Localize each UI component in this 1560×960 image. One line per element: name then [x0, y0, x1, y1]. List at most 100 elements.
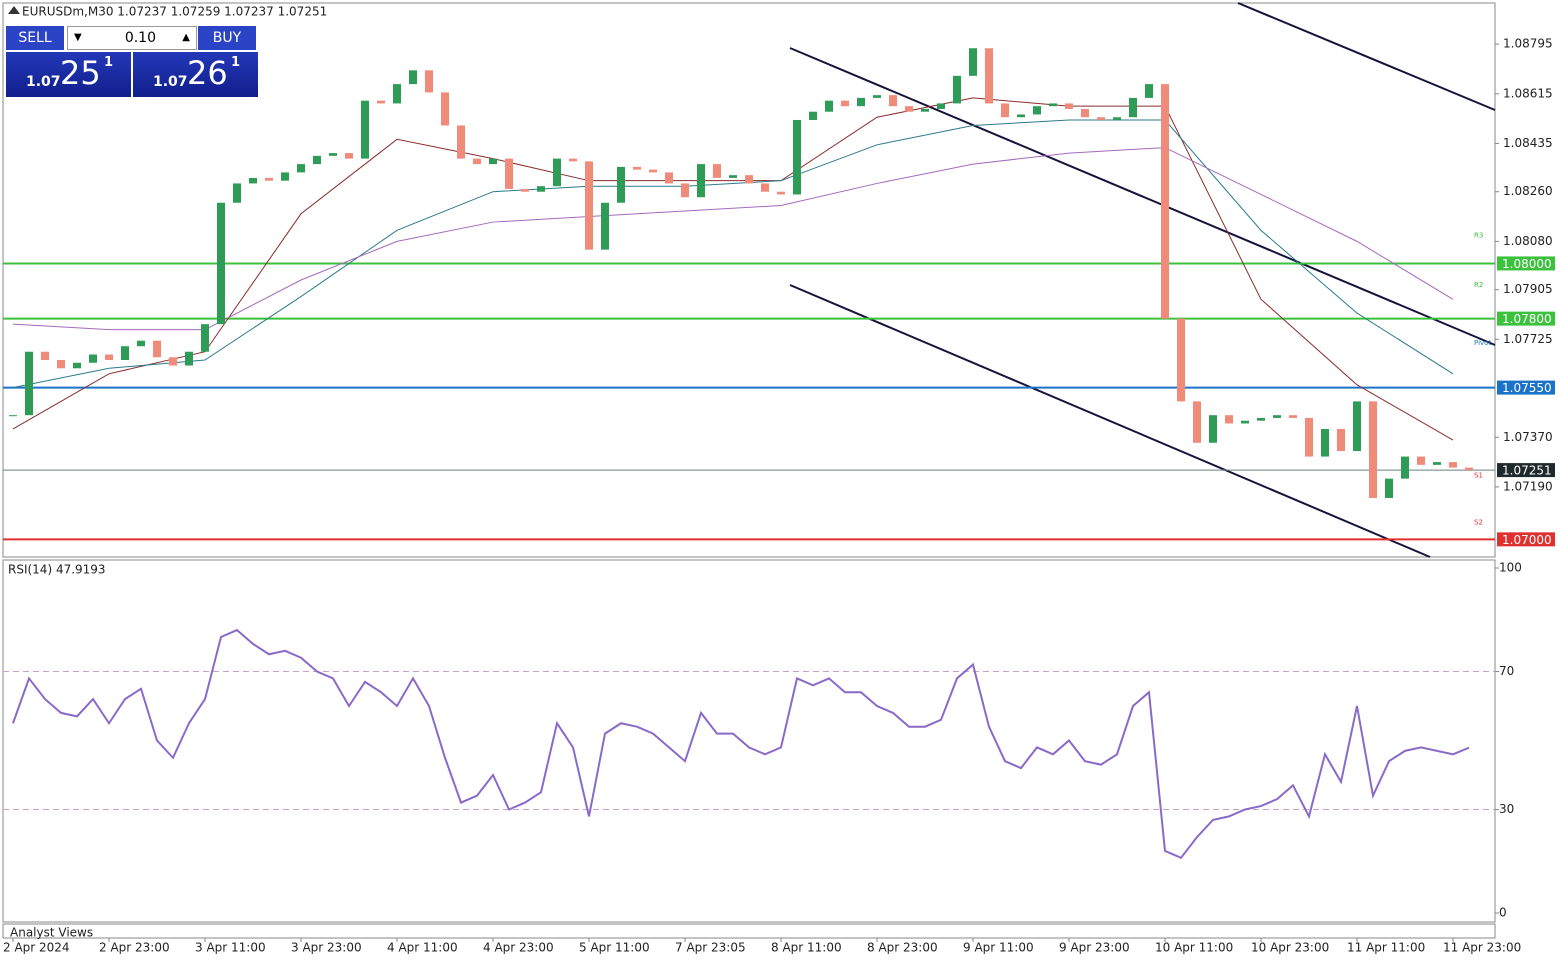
y-tick-label: 1.07905 [1503, 282, 1553, 296]
analyst-frame [2, 923, 1496, 939]
candle [601, 202, 609, 250]
candle [505, 158, 513, 189]
sell-price[interactable]: 1.07 25 1 [6, 52, 131, 97]
candle [345, 153, 353, 159]
candle [681, 183, 689, 198]
y-tick-label: 1.08435 [1503, 136, 1553, 150]
y-tick-label: 1.07190 [1503, 479, 1553, 493]
candle [1417, 456, 1425, 465]
rsi-title: RSI(14) 47.9193 [8, 563, 106, 577]
level-label: 1.08000 [1502, 257, 1552, 271]
pivot-label: S2 [1474, 518, 1483, 526]
candle [1145, 84, 1153, 98]
level-tag [1497, 256, 1555, 271]
x-tick-label: 5 Apr 11:00 [579, 941, 650, 955]
x-tick-label: 2 Apr 2024 [3, 941, 70, 955]
candle [265, 177, 273, 181]
buy-price[interactable]: 1.07 26 1 [133, 52, 258, 97]
y-tick-label: 1.08080 [1503, 234, 1553, 248]
y-tick-label: 30 [1499, 802, 1514, 816]
candle [985, 48, 993, 104]
candle [713, 164, 721, 178]
pivot-label: R2 [1474, 281, 1483, 289]
channel-line[interactable] [789, 47, 1496, 346]
candle [1017, 114, 1025, 118]
candle [249, 177, 257, 184]
price-small: 1.07 [26, 74, 61, 90]
candle [777, 191, 785, 195]
x-tick-label: 10 Apr 23:00 [1251, 941, 1329, 955]
candle [953, 75, 961, 104]
price-big: 26 [187, 54, 228, 92]
candle [489, 158, 497, 165]
level-label: 1.07251 [1502, 464, 1552, 478]
candle [1193, 401, 1201, 443]
moving-average [12, 119, 1454, 389]
candle [153, 340, 161, 358]
y-tick-label: 100 [1499, 561, 1522, 575]
candle [25, 351, 33, 416]
candle [1161, 84, 1169, 319]
spin-down[interactable]: ▼ [74, 32, 82, 43]
candle [169, 357, 177, 366]
lot-input[interactable]: ▼ 0.10 ▲ [67, 26, 197, 50]
candle [745, 175, 753, 184]
buy-button[interactable]: BUY [198, 26, 256, 50]
candle [1129, 97, 1137, 118]
candle [1337, 428, 1345, 452]
x-tick-label: 11 Apr 11:00 [1347, 941, 1425, 955]
candle [1401, 456, 1409, 479]
channel-line[interactable] [789, 284, 1431, 558]
candle [1465, 467, 1473, 471]
candle [697, 164, 705, 198]
candle [457, 125, 465, 159]
y-tick-label: 1.08260 [1503, 184, 1553, 198]
level-tag [1497, 463, 1555, 478]
candle [105, 354, 113, 361]
candle [937, 103, 945, 109]
candle [905, 106, 913, 112]
collapse-icon[interactable] [8, 6, 20, 14]
candle [649, 169, 657, 173]
candle [585, 161, 593, 250]
candle [969, 48, 977, 76]
candle [841, 100, 849, 107]
candle [473, 158, 481, 165]
spin-up[interactable]: ▲ [182, 32, 190, 43]
x-tick-label: 3 Apr 23:00 [291, 941, 362, 955]
candle [617, 166, 625, 203]
candle [521, 188, 529, 192]
y-tick-label: 1.08615 [1503, 86, 1553, 100]
candle [1433, 462, 1441, 465]
candle [297, 164, 305, 173]
x-tick-label: 8 Apr 23:00 [867, 941, 938, 955]
x-tick-label: 4 Apr 11:00 [387, 941, 458, 955]
x-tick-label: 11 Apr 23:00 [1443, 941, 1521, 955]
candle [729, 175, 737, 178]
candle [89, 354, 97, 363]
level-label: 1.07800 [1502, 312, 1552, 326]
candle [1449, 462, 1457, 468]
x-tick-label: 3 Apr 11:00 [195, 941, 266, 955]
level-label: 1.07000 [1502, 533, 1552, 547]
price-sup: 1 [231, 55, 241, 70]
candle [665, 172, 673, 184]
price-big: 25 [60, 54, 101, 92]
candle [1049, 103, 1057, 107]
x-tick-label: 9 Apr 23:00 [1059, 941, 1130, 955]
level-tag [1497, 532, 1555, 547]
candle [921, 108, 929, 112]
candle [889, 95, 897, 107]
candle [1305, 417, 1313, 457]
sell-button[interactable]: SELL [6, 26, 64, 50]
analyst-views: Analyst Views [10, 926, 93, 940]
x-tick-label: 10 Apr 11:00 [1155, 941, 1233, 955]
lot-value: 0.10 [124, 30, 156, 46]
candle [1241, 420, 1249, 424]
candle [9, 415, 17, 417]
candle [1353, 401, 1361, 452]
candle [1321, 428, 1329, 457]
channel-line[interactable] [1237, 2, 1496, 111]
candle [873, 95, 881, 98]
